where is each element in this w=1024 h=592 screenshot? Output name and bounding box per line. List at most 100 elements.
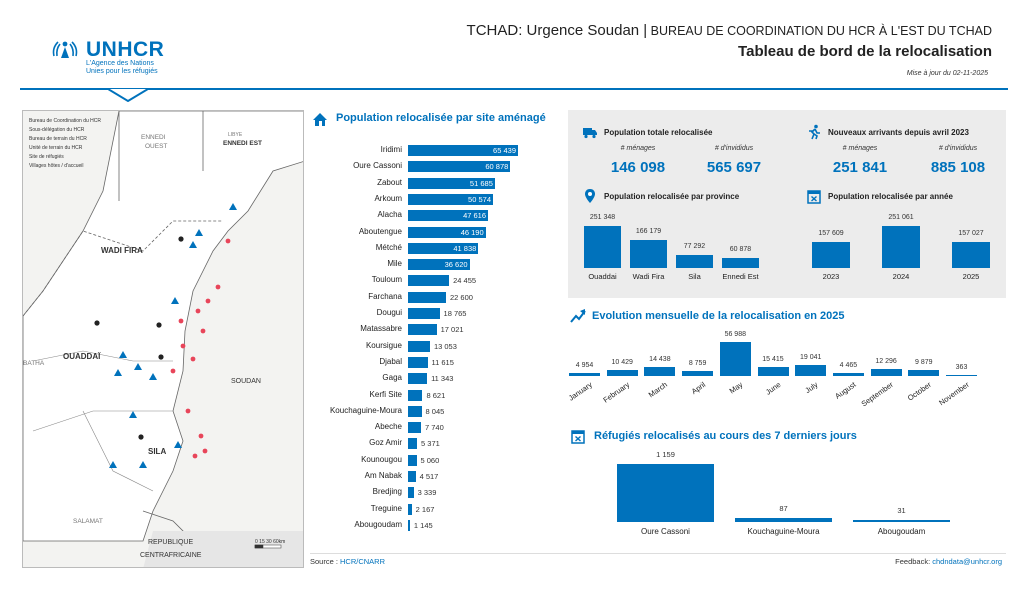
month-label: January <box>566 380 594 403</box>
province-value: 77 292 <box>683 243 706 251</box>
month-label: February <box>601 380 632 405</box>
province-label: Ouaddai <box>588 272 617 281</box>
kpi-new-individus: 885 108 <box>930 159 986 176</box>
site-bar <box>408 373 428 385</box>
site-value: 50 574 <box>468 194 491 204</box>
site-label: Zabout <box>377 177 402 187</box>
legend-refugee-site: Site de réfugiés <box>29 154 64 160</box>
site-value: 65 439 <box>493 146 516 155</box>
site-label: Alacha <box>377 210 402 220</box>
month-bar <box>682 370 714 376</box>
month-value: 8 759 <box>688 359 707 367</box>
site-value: 4 517 <box>419 472 439 481</box>
site-label: Mile <box>387 259 402 269</box>
week-label: Kouchaguine-Moura <box>747 527 820 536</box>
year-label: 2024 <box>892 272 910 281</box>
year-value: 157 027 <box>958 229 984 237</box>
province-bar <box>676 255 713 268</box>
month-label: September <box>860 380 896 409</box>
site-value: 5 371 <box>421 439 440 449</box>
month-label: April <box>689 380 707 396</box>
site-bar <box>408 291 446 303</box>
site-label: Gaga <box>382 373 402 383</box>
site-label: Koursigue <box>365 340 402 350</box>
site-value: 3 339 <box>417 488 437 498</box>
site-label: Farchana <box>368 291 402 301</box>
site-label: Oure Cassoni <box>353 161 402 171</box>
feedback-email-link[interactable]: chdndata@unhcr.org <box>932 557 1002 566</box>
site-label: Iridimi <box>380 145 402 154</box>
kpi-new-individus-caption: # d'invididus <box>938 145 978 152</box>
location-pin-icon <box>585 189 595 203</box>
province-bar <box>722 257 759 268</box>
month-value: 15 415 <box>762 355 784 363</box>
source-link[interactable]: HCR/CNARR <box>340 557 386 566</box>
monthly-chart-title: Evolution mensuelle de la relocalisation… <box>592 310 845 322</box>
week-label: Abougoudam <box>877 527 926 536</box>
site-bar <box>408 519 410 531</box>
calendar-icon <box>807 190 821 204</box>
month-label: November <box>937 380 971 408</box>
site-value: 60 878 <box>485 162 509 172</box>
site-label: Métché <box>375 242 402 252</box>
site-bar <box>408 356 428 368</box>
svg-text:LIBYE: LIBYE <box>228 132 243 138</box>
site-label: Touloum <box>371 275 402 285</box>
year-value: 157 609 <box>818 229 844 237</box>
province-label: Wadi Fira <box>632 272 665 281</box>
running-person-icon <box>809 124 820 140</box>
kpi-total-menages: 146 098 <box>610 159 666 176</box>
unhcr-logo-icon <box>52 41 78 58</box>
kpi-new-menages: 251 841 <box>832 159 888 176</box>
map-legend: Bureau de Coordination du HCR Sous-délég… <box>29 117 101 171</box>
month-value: 12 296 <box>875 357 897 365</box>
site-bar <box>408 193 493 205</box>
legend-host-villages: Villages hôtes / d'accueil <box>29 163 84 169</box>
province-chart-title: Population relocalisée par province <box>604 192 740 201</box>
month-bar <box>832 373 864 376</box>
year-bar <box>882 226 920 268</box>
site-bar <box>408 405 422 417</box>
site-label: Am Nabak <box>364 471 402 480</box>
site-bar <box>408 454 417 466</box>
site-value: 8 045 <box>425 406 445 416</box>
kpi-total-individus-caption: # d'invididus <box>714 145 754 152</box>
map-panel: ENNEDI OUEST ENNEDI EST WADI FIRA OUADDA… <box>22 110 304 568</box>
site-bar <box>408 308 440 319</box>
province-value: 60 878 <box>729 245 752 253</box>
month-label: August <box>833 380 858 401</box>
site-bar <box>408 161 511 173</box>
site-label: Abeche <box>374 422 402 432</box>
year-value: 251 061 <box>888 214 914 221</box>
svg-text:SOUDAN: SOUDAN <box>231 378 261 385</box>
week-bar <box>735 517 832 522</box>
svg-text:WADI FIRA: WADI FIRA <box>101 246 143 255</box>
logo-text: UNHCR <box>86 38 165 61</box>
house-icon <box>313 113 327 126</box>
site-bar <box>408 471 416 482</box>
site-bar <box>408 242 479 254</box>
legend-field-office: Bureau de terrain du HCR <box>29 136 87 142</box>
week-bar <box>617 464 714 522</box>
site-bar <box>408 438 418 450</box>
month-label: June <box>763 380 783 397</box>
month-label: May <box>727 380 745 396</box>
province-value: 251 348 <box>589 214 616 221</box>
year-label: 2025 <box>962 272 980 281</box>
footer-divider <box>310 553 1006 554</box>
site-value: 11 615 <box>431 357 454 367</box>
site-bar <box>408 226 486 238</box>
site-value: 13 053 <box>433 341 457 351</box>
site-label: Djabal <box>379 356 402 366</box>
site-label: Treguine <box>370 503 402 513</box>
week-value: 31 <box>897 506 906 515</box>
calendar-x-icon <box>571 430 585 444</box>
kpi-panel <box>568 110 1006 298</box>
year-chart-title: Population relocalisée par année <box>828 192 953 201</box>
legend-field-unit: Unité de terrain du HCR <box>29 145 83 151</box>
year-label: 2023 <box>822 272 840 281</box>
month-bar <box>606 369 638 376</box>
site-label: Kerfi Site <box>369 389 402 399</box>
site-label: Kounougou <box>361 454 402 464</box>
year-bar <box>952 241 990 268</box>
